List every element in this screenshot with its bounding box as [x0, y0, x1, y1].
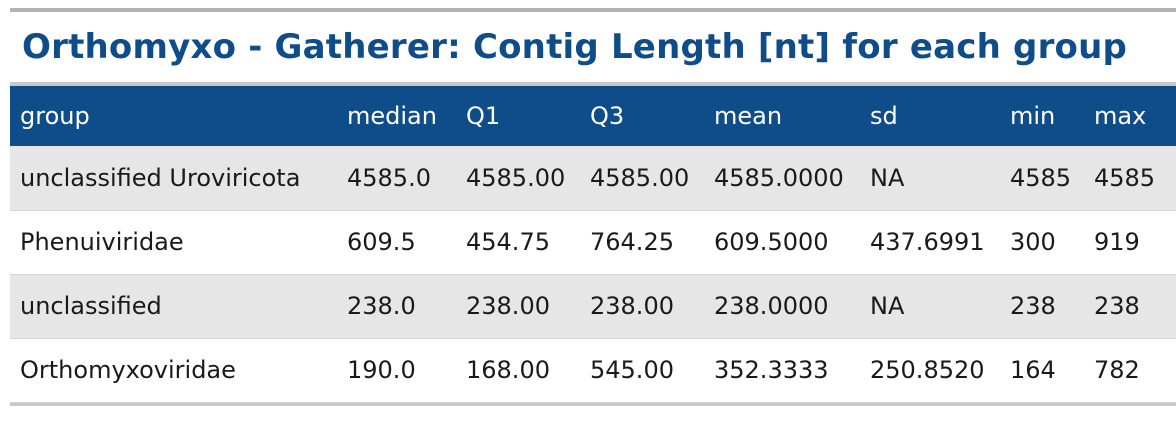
cell-mean: 4585.0000 [714, 163, 844, 192]
cell-q1: 4585.00 [466, 163, 566, 192]
cell-q3: 545.00 [590, 356, 674, 384]
contig-length-table: group median Q1 Q3 mean sd min max uncla… [10, 86, 1176, 403]
column-header-q1[interactable]: Q1 [466, 102, 501, 130]
cell-max: 919 [1094, 228, 1140, 256]
column-header-min[interactable]: min [1010, 102, 1056, 130]
cell-max: 4585 [1094, 163, 1156, 192]
table-row: unclassified 238.0 238.00 238.00 238.000… [10, 274, 1176, 338]
cell-mean: 609.5000 [714, 228, 829, 256]
cell-group: unclassified Uroviricota [20, 163, 301, 192]
cell-group: Phenuiviridae [20, 228, 184, 256]
column-header-group[interactable]: group [20, 102, 90, 130]
bottom-divider [10, 402, 1176, 406]
cell-median: 190.0 [347, 356, 416, 384]
cell-q3: 4585.00 [590, 163, 690, 192]
cell-median: 238.0 [347, 292, 416, 320]
cell-sd: NA [870, 292, 905, 320]
cell-min: 164 [1010, 356, 1056, 384]
column-header-median[interactable]: median [347, 102, 437, 130]
cell-sd: NA [870, 163, 905, 192]
cell-q1: 168.00 [466, 356, 550, 384]
cell-min: 238 [1010, 292, 1056, 320]
cell-min: 300 [1010, 228, 1056, 256]
cell-median: 609.5 [347, 228, 416, 256]
header-row: group median Q1 Q3 mean sd min max [10, 86, 1176, 146]
column-header-q3[interactable]: Q3 [590, 102, 625, 130]
title-divider [10, 82, 1176, 86]
cell-min: 4585 [1010, 163, 1072, 192]
table-body: unclassified Uroviricota 4585.0 4585.00 … [10, 146, 1176, 402]
cell-mean: 238.0000 [714, 292, 829, 320]
cell-median: 4585.0 [347, 163, 431, 192]
table-row: Orthomyxoviridae 190.0 168.00 545.00 352… [10, 338, 1176, 402]
column-header-max[interactable]: max [1094, 102, 1147, 130]
cell-q3: 238.00 [590, 292, 674, 320]
cell-sd: 250.8520 [870, 356, 985, 384]
cell-max: 782 [1094, 356, 1140, 384]
cell-q1: 454.75 [466, 228, 550, 256]
cell-q3: 764.25 [590, 228, 674, 256]
cell-group: Orthomyxoviridae [20, 356, 236, 384]
top-divider [10, 8, 1176, 12]
cell-mean: 352.3333 [714, 356, 829, 384]
column-header-mean[interactable]: mean [714, 102, 783, 130]
cell-q1: 238.00 [466, 292, 550, 320]
table-row: Phenuiviridae 609.5 454.75 764.25 609.50… [10, 210, 1176, 274]
column-header-sd[interactable]: sd [870, 102, 898, 130]
table-header: group median Q1 Q3 mean sd min max [10, 86, 1176, 146]
cell-max: 238 [1094, 292, 1140, 320]
table-row: unclassified Uroviricota 4585.0 4585.00 … [10, 146, 1176, 210]
cell-group: unclassified [20, 292, 162, 320]
cell-sd: 437.6991 [870, 228, 985, 256]
table-panel: Orthomyxo - Gatherer: Contig Length [nt]… [10, 8, 1176, 406]
table-title: Orthomyxo - Gatherer: Contig Length [nt]… [22, 27, 1128, 67]
